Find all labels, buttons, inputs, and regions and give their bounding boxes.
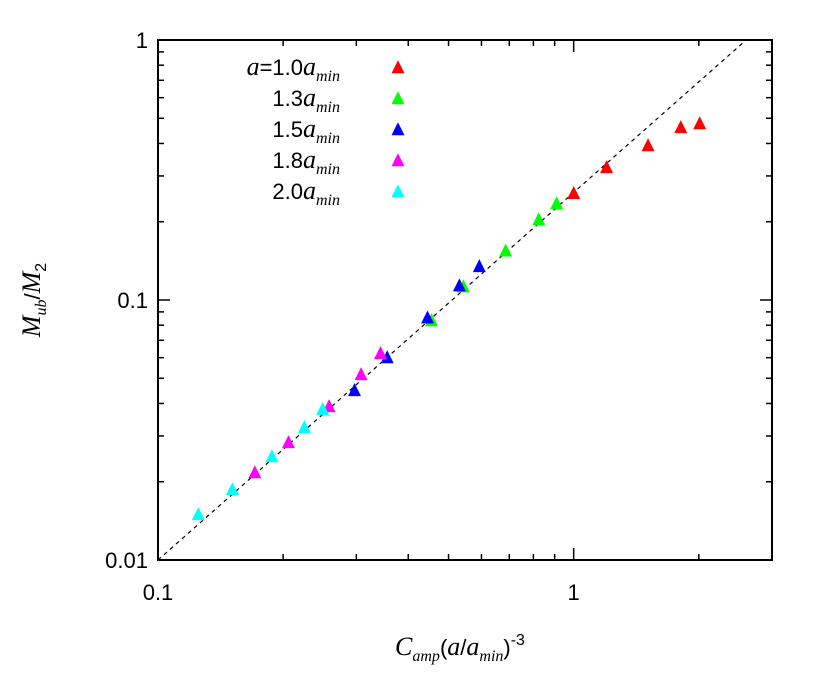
legend-label: a=1.0amin​ [247, 52, 340, 85]
data-point [499, 243, 513, 257]
legend-marker [391, 153, 405, 167]
legend-label: 1.8amin​ [272, 145, 340, 178]
data-point [281, 435, 295, 449]
data-point [297, 420, 311, 434]
data-point [641, 138, 655, 152]
y-tick-label: 0.1 [117, 288, 148, 313]
data-point [348, 383, 362, 397]
data-point [354, 367, 368, 381]
data-point [567, 186, 581, 200]
legend-label: 1.3amin​ [272, 83, 340, 116]
data-point [374, 346, 388, 360]
legend-marker [391, 184, 405, 198]
legend-label: 2.0amin​ [272, 176, 340, 209]
data-point [532, 212, 546, 226]
plot-frame [157, 39, 773, 561]
legend-label: 1.5amin​ [272, 114, 340, 147]
y-tick-label: 0.01 [105, 548, 148, 573]
data-point [380, 350, 394, 364]
reference-line [157, 39, 747, 561]
data-point [472, 259, 486, 273]
x-axis-label: Camp​(a/amin​)-3​ [395, 632, 525, 665]
legend-marker [391, 60, 405, 74]
data-point [248, 465, 262, 479]
data-point [550, 196, 564, 210]
y-axis-label: Mub​/M2​ [17, 263, 50, 338]
data-point [693, 116, 707, 130]
data-point [600, 160, 614, 174]
y-tick-label: 1 [136, 28, 148, 53]
data-point [191, 507, 205, 521]
data-point [452, 278, 466, 292]
data-point [674, 120, 688, 134]
legend-marker [391, 91, 405, 105]
data-point [421, 310, 435, 324]
x-tick-label: 1 [568, 580, 580, 605]
x-tick-label: 0.1 [143, 580, 174, 605]
data-point [316, 402, 330, 416]
data-point [225, 482, 239, 496]
data-point [265, 449, 279, 463]
legend-marker [391, 122, 405, 136]
